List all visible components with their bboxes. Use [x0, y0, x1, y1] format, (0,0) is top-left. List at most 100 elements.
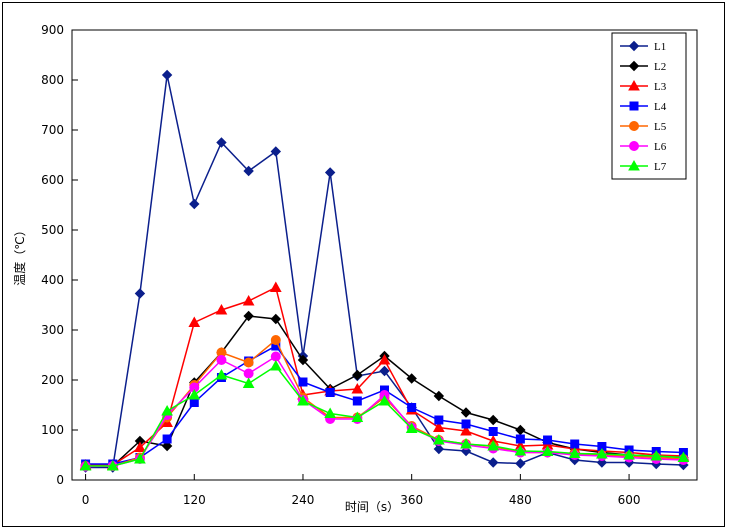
data-point — [215, 303, 228, 315]
legend-label: L7 — [654, 161, 667, 173]
y-tick-label: 900 — [41, 23, 64, 37]
legend-label: L6 — [654, 141, 667, 153]
legend-marker — [628, 60, 640, 72]
legend-marker — [629, 141, 639, 151]
data-point — [487, 439, 500, 451]
data-point — [106, 459, 119, 471]
data-point — [487, 414, 499, 426]
data-point — [215, 368, 228, 380]
legend-item: L2 — [620, 60, 666, 73]
data-point — [432, 433, 445, 445]
data-point — [568, 447, 581, 458]
data-point — [298, 377, 308, 387]
series-l7 — [79, 359, 690, 471]
data-point — [324, 407, 337, 418]
data-point — [570, 439, 580, 449]
data-point — [270, 335, 281, 345]
data-point — [243, 165, 254, 177]
data-point — [623, 448, 635, 460]
y-axis-label: 温度（℃） — [12, 224, 27, 285]
y-tick-label: 700 — [41, 123, 64, 137]
y-tick-label: 800 — [41, 73, 64, 87]
x-tick-label: 120 — [183, 493, 206, 507]
data-point — [487, 457, 499, 468]
x-tick-label: 360 — [400, 493, 423, 507]
data-point — [269, 281, 282, 292]
y-tick-label: 400 — [41, 273, 64, 287]
data-point — [406, 373, 417, 384]
data-point — [515, 424, 526, 436]
data-point — [188, 388, 201, 400]
data-point — [243, 310, 254, 322]
data-point — [324, 167, 336, 178]
data-point — [325, 388, 335, 397]
series-layer — [79, 69, 690, 473]
data-point — [243, 357, 254, 368]
data-point — [189, 398, 199, 407]
data-point — [243, 368, 254, 379]
y-tick-label: 200 — [41, 373, 64, 387]
data-point — [378, 353, 391, 365]
data-point — [460, 437, 472, 449]
data-point — [216, 355, 227, 365]
data-point — [543, 435, 553, 445]
y-tick-label: 600 — [41, 173, 64, 187]
data-point — [134, 452, 146, 464]
data-point — [650, 449, 663, 461]
data-point — [541, 445, 554, 456]
data-point — [433, 443, 445, 455]
x-tick-label: 240 — [292, 493, 315, 507]
x-tick-label: 600 — [618, 493, 641, 507]
legend-label: L5 — [654, 121, 667, 133]
data-point — [352, 369, 363, 381]
y-tick-label: 0 — [56, 473, 64, 487]
data-point — [515, 434, 525, 444]
y-tick-label: 300 — [41, 323, 64, 337]
data-point — [242, 294, 255, 306]
series-line — [85, 286, 684, 466]
legend-item: L1 — [620, 40, 666, 53]
data-point — [488, 427, 498, 436]
legend-marker — [628, 40, 640, 52]
data-point — [379, 365, 390, 377]
legend-label: L1 — [654, 41, 666, 53]
data-point — [378, 394, 391, 406]
data-point — [351, 411, 364, 422]
legend-marker — [628, 159, 640, 171]
data-point — [270, 313, 282, 325]
data-point — [161, 404, 173, 416]
data-point — [434, 415, 444, 425]
data-point — [269, 359, 282, 371]
legend-label: L3 — [654, 81, 667, 93]
data-point — [596, 447, 608, 459]
data-point — [460, 424, 472, 436]
data-point — [297, 394, 309, 406]
data-point — [188, 316, 201, 327]
data-point — [161, 69, 173, 81]
legend-marker — [629, 101, 639, 111]
legend-marker — [629, 121, 639, 131]
legend-label: L2 — [654, 61, 666, 73]
data-point — [352, 396, 362, 406]
legend-item: L7 — [620, 159, 667, 173]
legend-item: L5 — [620, 121, 667, 133]
y-tick-label: 100 — [41, 423, 64, 437]
data-point — [134, 441, 146, 452]
data-point — [677, 451, 690, 462]
data-point — [162, 434, 172, 444]
data-point — [432, 421, 445, 432]
legend-item: L6 — [620, 141, 667, 153]
data-point — [270, 146, 282, 157]
data-point — [433, 390, 445, 402]
data-point — [297, 354, 309, 366]
legend-marker — [628, 79, 640, 91]
data-point — [514, 444, 527, 456]
data-point — [134, 288, 146, 299]
legend-label: L4 — [654, 101, 667, 113]
legend: L1 L2 L3 L4 L5 L6 L7 — [611, 32, 687, 180]
plot-area-border — [71, 29, 698, 481]
data-point — [460, 407, 472, 418]
data-point — [270, 351, 281, 362]
